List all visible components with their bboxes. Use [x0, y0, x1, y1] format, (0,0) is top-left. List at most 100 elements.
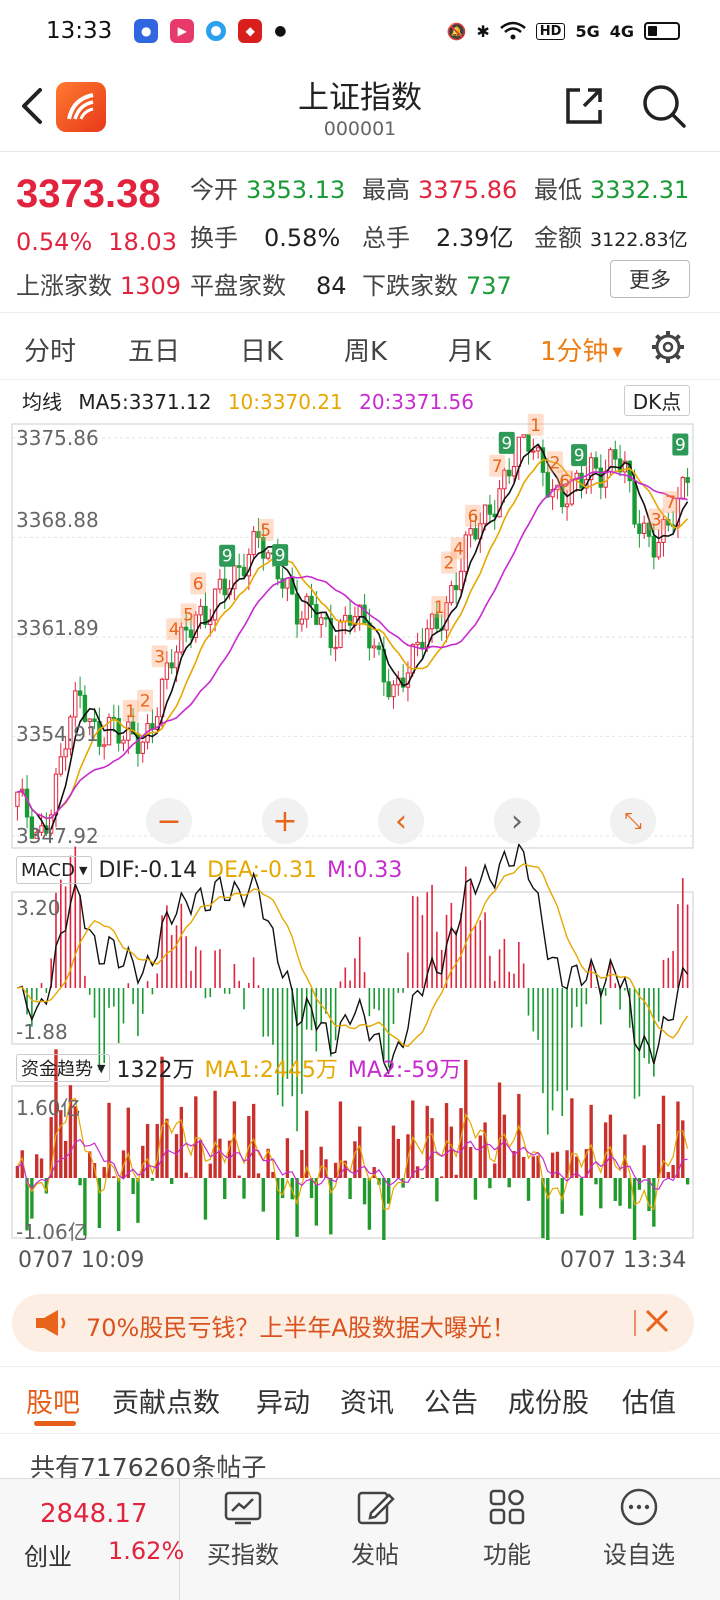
fund-bar [261, 1178, 265, 1212]
tab-movement[interactable]: 异动 [256, 1388, 310, 1419]
candle-body [507, 469, 512, 477]
candle-body [15, 791, 20, 807]
sequence-marker-label: 5 [260, 521, 271, 541]
more-button[interactable]: 更多 [610, 260, 690, 298]
scroll-right-button[interactable]: › [494, 798, 540, 844]
chinext-price: 2848.17 [40, 1499, 148, 1529]
promo-banner[interactable]: 70%股民亏钱？上半年A股数据大曝光！ [12, 1294, 694, 1352]
chinext-quote[interactable]: 2848.17 创业 1.62% [0, 1479, 184, 1600]
current-price: 3373.38 [16, 172, 161, 216]
fund-select[interactable]: 资金趋势 ▼ [16, 1054, 111, 1082]
up-count: 上涨家数 1309 [16, 266, 181, 301]
fund-bar [83, 1178, 87, 1236]
search-icon[interactable] [640, 82, 688, 130]
fund-bar [454, 1174, 458, 1178]
tab-intraday[interactable]: 分时 [24, 337, 77, 367]
open-label: 今开 [190, 176, 238, 204]
fund-bar [459, 1108, 463, 1178]
down-count-value: 737 [466, 272, 512, 300]
edit-icon [357, 1491, 395, 1525]
candle-body [646, 522, 652, 537]
sequence-marker-label: 7 [492, 457, 503, 477]
zoom-in-button[interactable]: + [262, 798, 308, 844]
fund-bar [290, 1178, 294, 1200]
sequence-marker-label: 4 [453, 539, 464, 559]
candle-body [121, 739, 126, 744]
tab-guba[interactable]: 股吧 [26, 1388, 80, 1419]
content-tabs: 股吧 贡献点数 异动 资讯 公告 成份股 估值 [0, 1366, 720, 1434]
open-value: 3353.13 [246, 176, 346, 204]
macd-frame [11, 891, 694, 1045]
candle-body [280, 578, 285, 589]
fund-bar [160, 1056, 164, 1178]
candle-body [343, 614, 348, 622]
macd-select[interactable]: MACD ▼ [16, 856, 93, 884]
candle-body [516, 436, 522, 467]
fund-bar [131, 1178, 135, 1195]
change-percent: 0.54% [16, 228, 93, 256]
tab-contribution[interactable]: 贡献点数 [112, 1388, 220, 1419]
candle-body [73, 690, 78, 718]
change-amount: 18.03 [108, 228, 177, 256]
fund-bar [521, 1157, 526, 1178]
candle-body [68, 716, 73, 750]
candle-body [63, 748, 68, 758]
fund-bar [497, 1082, 502, 1178]
fund-bar [594, 1178, 598, 1185]
fund-bar [536, 1155, 540, 1178]
tab-weekly-k[interactable]: 周K [344, 337, 388, 367]
fund-bar [526, 1178, 531, 1201]
sequence-marker-label: 3 [154, 647, 165, 667]
fund-bar [348, 1178, 352, 1200]
tab-monthly-k[interactable]: 月K [448, 337, 492, 367]
fund-bar [203, 1178, 208, 1220]
tab-one-minute[interactable]: 1分钟 ▼ [540, 331, 623, 368]
candle-body [299, 618, 305, 625]
zoom-out-button[interactable]: − [146, 798, 192, 844]
candle-body [179, 626, 184, 653]
flat-count: 平盘家数 84 [190, 266, 347, 301]
candle-body [328, 617, 333, 649]
sequence-marker-bg [180, 603, 197, 626]
sequence-marker-label: 1 [434, 598, 445, 618]
tab-constituents[interactable]: 成份股 [508, 1388, 589, 1419]
dk-point-button[interactable]: DK点 [624, 385, 690, 416]
fund-bar [271, 1171, 275, 1178]
candle-body [598, 467, 603, 488]
sequence-marker-bg [465, 504, 482, 527]
close-icon[interactable] [642, 1306, 672, 1336]
fullscreen-button[interactable]: ⤡ [610, 798, 656, 844]
candle-body [579, 472, 584, 489]
signal-5g-icon: 5G [575, 21, 600, 41]
fund-bar [174, 1134, 179, 1178]
buy-index-button[interactable]: 买指数 [188, 1479, 298, 1600]
candle-body [106, 716, 112, 746]
sequence-marker-bg [190, 572, 207, 595]
candle-body [593, 457, 599, 469]
tab-news[interactable]: 资讯 [340, 1388, 394, 1419]
add-watchlist-button[interactable]: 设自选 [584, 1479, 694, 1600]
ma20-line [17, 470, 688, 820]
banner-text[interactable]: 70%股民亏钱？上半年A股数据大曝光！ [86, 1314, 516, 1342]
fund-bar [358, 1126, 362, 1178]
back-icon[interactable] [18, 86, 48, 126]
tab-valuation[interactable]: 估值 [622, 1388, 676, 1419]
function-button[interactable]: 功能 [452, 1479, 562, 1600]
tab-five-day[interactable]: 五日 [128, 337, 181, 367]
sequence-marker-bg [219, 544, 236, 567]
settings-gear-icon[interactable] [650, 329, 686, 365]
candle-body [140, 741, 145, 754]
tab-announcement[interactable]: 公告 [424, 1388, 478, 1419]
ma-label[interactable]: 均线 [22, 390, 62, 414]
fund-bar [314, 1178, 319, 1226]
amount: 金额 3122.83亿 [534, 218, 688, 253]
post-count: 共有7176260条帖子 [30, 1453, 267, 1482]
candle-body [304, 595, 309, 620]
scroll-left-button[interactable]: ‹ [378, 798, 424, 844]
tab-daily-k[interactable]: 日K [240, 337, 284, 367]
share-icon[interactable] [562, 84, 606, 128]
post-button[interactable]: 发帖 [320, 1479, 430, 1600]
candle-body [237, 565, 242, 568]
fund-bar [116, 1178, 121, 1231]
